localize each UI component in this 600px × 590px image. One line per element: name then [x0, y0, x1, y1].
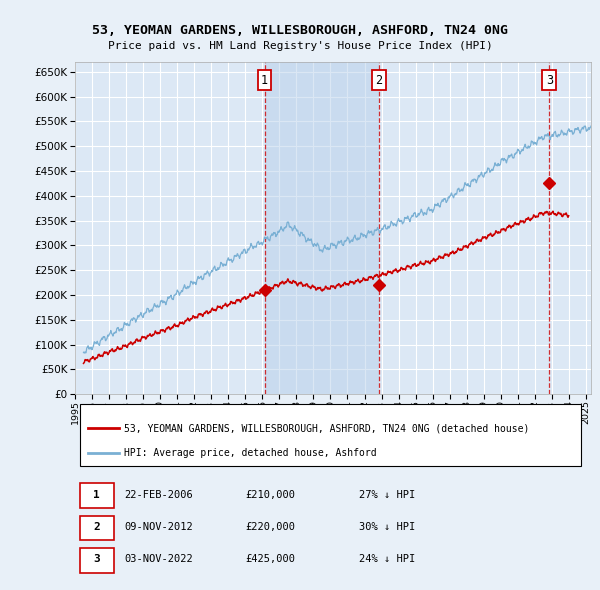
Text: £210,000: £210,000 [245, 490, 295, 500]
Text: £220,000: £220,000 [245, 522, 295, 532]
Text: 03-NOV-2022: 03-NOV-2022 [124, 555, 193, 565]
Text: 53, YEOMAN GARDENS, WILLESBOROUGH, ASHFORD, TN24 0NG: 53, YEOMAN GARDENS, WILLESBOROUGH, ASHFO… [92, 24, 508, 37]
Text: £425,000: £425,000 [245, 555, 295, 565]
Text: 24% ↓ HPI: 24% ↓ HPI [359, 555, 415, 565]
FancyBboxPatch shape [80, 516, 114, 540]
Text: 3: 3 [93, 555, 100, 565]
Text: 53, YEOMAN GARDENS, WILLESBOROUGH, ASHFORD, TN24 0NG (detached house): 53, YEOMAN GARDENS, WILLESBOROUGH, ASHFO… [124, 424, 529, 434]
Text: 3: 3 [546, 74, 553, 87]
Text: 22-FEB-2006: 22-FEB-2006 [124, 490, 193, 500]
FancyBboxPatch shape [80, 404, 581, 466]
FancyBboxPatch shape [80, 483, 114, 508]
Text: 30% ↓ HPI: 30% ↓ HPI [359, 522, 415, 532]
Text: 2: 2 [93, 522, 100, 532]
Text: HPI: Average price, detached house, Ashford: HPI: Average price, detached house, Ashf… [124, 448, 377, 458]
Text: 1: 1 [93, 490, 100, 500]
FancyBboxPatch shape [80, 548, 114, 573]
Text: Price paid vs. HM Land Registry's House Price Index (HPI): Price paid vs. HM Land Registry's House … [107, 41, 493, 51]
Text: 09-NOV-2012: 09-NOV-2012 [124, 522, 193, 532]
Text: 1: 1 [261, 74, 268, 87]
Text: 2: 2 [376, 74, 383, 87]
Bar [265, 62, 379, 394]
Text: 27% ↓ HPI: 27% ↓ HPI [359, 490, 415, 500]
